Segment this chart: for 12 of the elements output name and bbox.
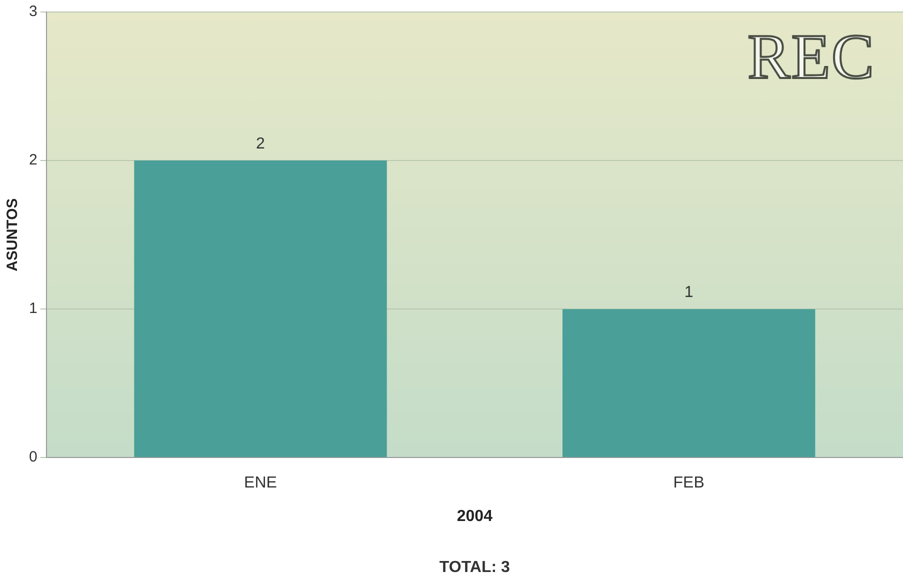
y-tick-label: 2 bbox=[29, 152, 38, 169]
x-axis-title: 2004 bbox=[456, 508, 493, 525]
chart-title: REC bbox=[748, 20, 875, 94]
y-tick-label: 1 bbox=[29, 300, 38, 318]
x-tick-label: FEB bbox=[673, 474, 704, 492]
data-label: 2 bbox=[256, 136, 266, 153]
y-tick-label: 3 bbox=[29, 3, 38, 20]
x-tick-label: ENE bbox=[244, 474, 277, 492]
text: TOTAL: 3 bbox=[439, 559, 510, 576]
data-label: 1 bbox=[684, 284, 694, 302]
y-tick-label: 0 bbox=[29, 448, 38, 466]
y-axis-title: ASUNTOS bbox=[4, 198, 22, 272]
